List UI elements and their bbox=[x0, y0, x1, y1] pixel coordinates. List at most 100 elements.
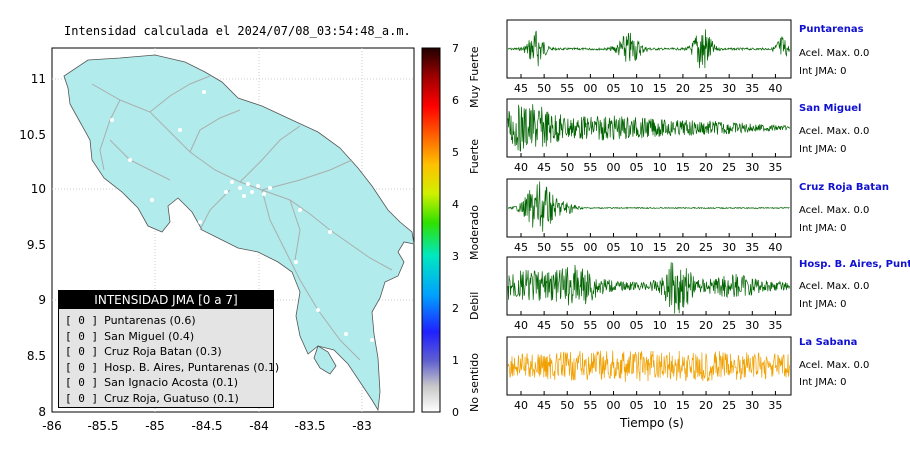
waveform-tick-label: 05 bbox=[607, 82, 621, 95]
cb-tick: 6 bbox=[452, 94, 459, 107]
waveform-tick-label: 10 bbox=[630, 82, 644, 95]
station-name-la-sabana: La Sabana bbox=[799, 337, 858, 348]
station-accel: Acel. Max. 0.0 bbox=[799, 48, 870, 59]
station-accel: Acel. Max. 0.0 bbox=[799, 281, 870, 292]
x-tick-86: -86 bbox=[42, 419, 62, 433]
waveform-tick-label: 10 bbox=[653, 399, 667, 412]
waveform-trace bbox=[507, 104, 790, 152]
waveform-tick-label: 15 bbox=[676, 161, 690, 174]
cb-label-moderado: Moderado bbox=[468, 205, 481, 260]
waveform-tick-label: 55 bbox=[583, 399, 597, 412]
waveform-tick-label: 30 bbox=[745, 399, 759, 412]
cb-tick: 5 bbox=[452, 146, 459, 159]
map-x-ticks: -86 -85.5 -85 -84.5 -84 -83.5 -83 bbox=[42, 419, 372, 433]
legend-row: [ 0 ] San Ignacio Acosta (0.1) bbox=[65, 376, 239, 390]
waveform-tick-label: 40 bbox=[768, 82, 782, 95]
waveform-tick-label: 15 bbox=[653, 82, 667, 95]
waveform-tick-label: 20 bbox=[699, 319, 713, 332]
waveform-tick-label: 15 bbox=[653, 241, 667, 254]
waveform-tick-label: 25 bbox=[722, 161, 736, 174]
waveform-frame bbox=[506, 256, 792, 316]
cb-label-fuerte: Fuerte bbox=[468, 139, 481, 174]
waveform-tick-label: 45 bbox=[514, 82, 528, 95]
waveform-tick-label: 55 bbox=[583, 161, 597, 174]
waveform-tick-label: 15 bbox=[676, 319, 690, 332]
station-name-san-miguel: San Miguel bbox=[799, 103, 862, 114]
station-accel: Acel. Max. 0.0 bbox=[799, 205, 870, 216]
y-tick-9: 9 bbox=[38, 293, 46, 307]
station-int: Int JMA: 0 bbox=[799, 223, 847, 234]
waveform-tick-label: 20 bbox=[676, 82, 690, 95]
waveform-tick-label: 00 bbox=[607, 161, 621, 174]
cb-tick: 4 bbox=[452, 198, 459, 211]
station-dots bbox=[110, 90, 374, 342]
waveform-tick-label: 35 bbox=[768, 319, 782, 332]
x-tick-83: -83 bbox=[352, 419, 372, 433]
waveform-tick-label: 25 bbox=[699, 82, 713, 95]
waveform-tick-label: 35 bbox=[745, 241, 759, 254]
waveform-tick-label: 10 bbox=[630, 241, 644, 254]
x-tick-85-5: -85.5 bbox=[87, 419, 118, 433]
y-tick-9-5: 9.5 bbox=[27, 238, 46, 252]
roads bbox=[91, 75, 393, 361]
waveform-tick-label: 55 bbox=[560, 82, 574, 95]
legend-row: [ 0 ] San Miguel (0.4) bbox=[65, 329, 195, 343]
legend-header: INTENSIDAD JMA [0 a 7] bbox=[59, 291, 273, 309]
waveform-tick-label: 40 bbox=[514, 319, 528, 332]
y-tick-10-5: 10.5 bbox=[19, 128, 46, 142]
waveform-tick-label: 05 bbox=[630, 399, 644, 412]
waveform-tick-label: 05 bbox=[630, 319, 644, 332]
station-int: Int JMA: 0 bbox=[799, 66, 847, 77]
waveform-tick-label: 35 bbox=[768, 161, 782, 174]
waveform-tick-label: 45 bbox=[537, 399, 551, 412]
waveform-tick-label: 05 bbox=[607, 241, 621, 254]
cb-label-muy-fuerte: Muy Fuerte bbox=[468, 46, 481, 108]
waveform-tick-label: 40 bbox=[514, 399, 528, 412]
waveform-trace bbox=[507, 262, 790, 314]
cb-tick: 2 bbox=[452, 302, 459, 315]
waveform-tick-label: 55 bbox=[560, 241, 574, 254]
osa-peninsula bbox=[313, 345, 337, 375]
waveform-tick-label: 45 bbox=[537, 161, 551, 174]
y-tick-11: 11 bbox=[31, 72, 46, 86]
waveform-x-axis-label: Tiempo (s) bbox=[620, 416, 684, 430]
waveform-tick-label: 40 bbox=[514, 161, 528, 174]
waveform-tick-label: 50 bbox=[560, 319, 574, 332]
waveform-tick-label: 00 bbox=[607, 399, 621, 412]
legend-row: [ 0 ] Puntarenas (0.6) bbox=[65, 314, 196, 327]
waveform-tick-label: 25 bbox=[699, 241, 713, 254]
station-name-cruz-roja-batan: Cruz Roja Batan bbox=[799, 182, 889, 193]
waveform-panel: 45 50 55 00 05 10 15 20 25 30 35 40 bbox=[506, 19, 792, 95]
colorbar-gradient bbox=[421, 47, 441, 413]
waveform-tick-label: 50 bbox=[537, 82, 551, 95]
station-accel: Acel. Max. 0.0 bbox=[799, 126, 870, 137]
waveform-tick-label: 20 bbox=[676, 241, 690, 254]
legend-row: [ 0 ] Cruz Roja Batan (0.3) bbox=[65, 345, 222, 359]
waveform-tick-label: 25 bbox=[722, 319, 736, 332]
intensity-legend: INTENSIDAD JMA [0 a 7] [ 0 ] Puntarenas (… bbox=[58, 290, 280, 408]
waveform-panel: 40 45 50 55 00 05 10 15 20 25 30 35 bbox=[506, 336, 792, 412]
station-accel: Acel. Max. 0.0 bbox=[799, 360, 870, 371]
waveform-tick-label: 00 bbox=[583, 82, 597, 95]
waveform-tick-label: 50 bbox=[560, 161, 574, 174]
waveform-tick-label: 05 bbox=[630, 161, 644, 174]
legend-row: [ 0 ] Hosp. B. Aires, Puntarenas (0.1) bbox=[65, 360, 280, 374]
waveform-trace bbox=[507, 181, 790, 232]
waveform-tick-label: 45 bbox=[514, 241, 528, 254]
station-int: Int JMA: 0 bbox=[799, 377, 847, 388]
waveform-trace bbox=[507, 350, 790, 383]
cb-tick: 0 bbox=[452, 406, 459, 419]
cb-label-debil: Debil bbox=[468, 292, 481, 320]
waveform-tick-label: 55 bbox=[583, 319, 597, 332]
map-title: Intensidad calculada el 2024/07/08_03:54… bbox=[64, 24, 411, 38]
intensity-colorbar: 7 6 5 4 3 2 1 0 Muy Fuerte Fuerte Modera… bbox=[421, 42, 481, 419]
waveform-tick-label: 15 bbox=[676, 399, 690, 412]
waveform-tick-label: 00 bbox=[607, 319, 621, 332]
cb-tick: 1 bbox=[452, 354, 459, 367]
waveform-tick-label: 30 bbox=[745, 161, 759, 174]
waveform-tick-label: 50 bbox=[560, 399, 574, 412]
x-tick-85: -85 bbox=[145, 419, 165, 433]
waveform-tick-label: 25 bbox=[722, 399, 736, 412]
map-y-ticks: 11 10.5 10 9.5 9 8.5 8 bbox=[19, 72, 46, 419]
legend-row: [ 0 ] Cruz Roja, Guatuso (0.1) bbox=[65, 391, 239, 405]
